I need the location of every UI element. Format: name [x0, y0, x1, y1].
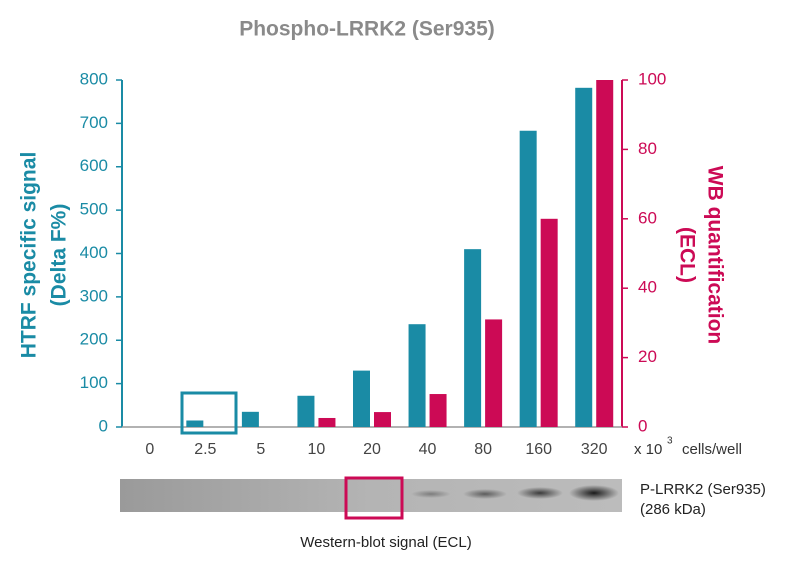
- y2-tick-label: 0: [638, 416, 647, 435]
- y2-tick-label: 80: [638, 139, 657, 158]
- bar: [408, 324, 426, 427]
- x-tick-label: 5: [256, 441, 265, 458]
- bar: [519, 130, 537, 427]
- y-tick-label: 800: [80, 69, 108, 88]
- chart-title: Phospho-LRRK2 (Ser935): [239, 18, 495, 41]
- blot-band: [411, 490, 451, 498]
- x-unit-exponent: 3: [667, 436, 673, 447]
- y2-axis-title: WB quantification: [703, 166, 726, 344]
- bar: [485, 319, 503, 427]
- blot-band: [463, 489, 507, 499]
- y2-tick-label: 40: [638, 278, 657, 297]
- bar: [318, 417, 336, 427]
- highlight-box: [344, 476, 404, 520]
- blot-label: (286 kDa): [640, 501, 706, 518]
- highlight-box: [180, 391, 238, 435]
- blot-band: [569, 485, 619, 501]
- bar: [353, 370, 370, 427]
- y-tick-label: 700: [80, 113, 108, 132]
- y-tick-label: 500: [80, 200, 108, 219]
- bar: [241, 411, 259, 427]
- y-tick-label: 200: [80, 330, 108, 349]
- x-tick-label: 10: [308, 441, 326, 458]
- x-tick-label: 2.5: [194, 441, 216, 458]
- bar: [429, 394, 447, 427]
- x-tick-label: 320: [581, 441, 608, 458]
- y2-tick-label: 20: [638, 347, 657, 366]
- bar: [186, 420, 204, 427]
- y-tick-label: 0: [99, 416, 108, 435]
- bar: [575, 87, 593, 428]
- blot-label: P-LRRK2 (Ser935): [640, 481, 766, 498]
- x-tick-label: 80: [474, 441, 492, 458]
- y-axis-title: (Delta F%): [48, 204, 71, 307]
- bar: [540, 218, 558, 427]
- bar: [374, 412, 391, 427]
- y2-tick-label: 60: [638, 208, 657, 227]
- y2-tick-label: 100: [638, 69, 666, 88]
- bar: [297, 395, 315, 427]
- blot-caption: Western-blot signal (ECL): [300, 534, 471, 551]
- y-tick-label: 400: [80, 243, 108, 262]
- y-tick-label: 600: [80, 156, 108, 175]
- y2-axis-title: (ECL): [675, 227, 698, 283]
- x-unit: cells/well: [682, 441, 742, 458]
- bar: [464, 249, 482, 427]
- bar: [596, 80, 614, 427]
- blot-band: [517, 487, 563, 499]
- x-tick-label: 40: [419, 441, 437, 458]
- y-tick-label: 100: [80, 373, 108, 392]
- x-tick-label: 20: [363, 441, 381, 458]
- x-unit: x 10: [634, 441, 662, 458]
- x-tick-label: 160: [525, 441, 552, 458]
- x-tick-label: 0: [145, 441, 154, 458]
- y-axis-title: HTRF specific signal: [18, 152, 41, 359]
- y-tick-label: 300: [80, 286, 108, 305]
